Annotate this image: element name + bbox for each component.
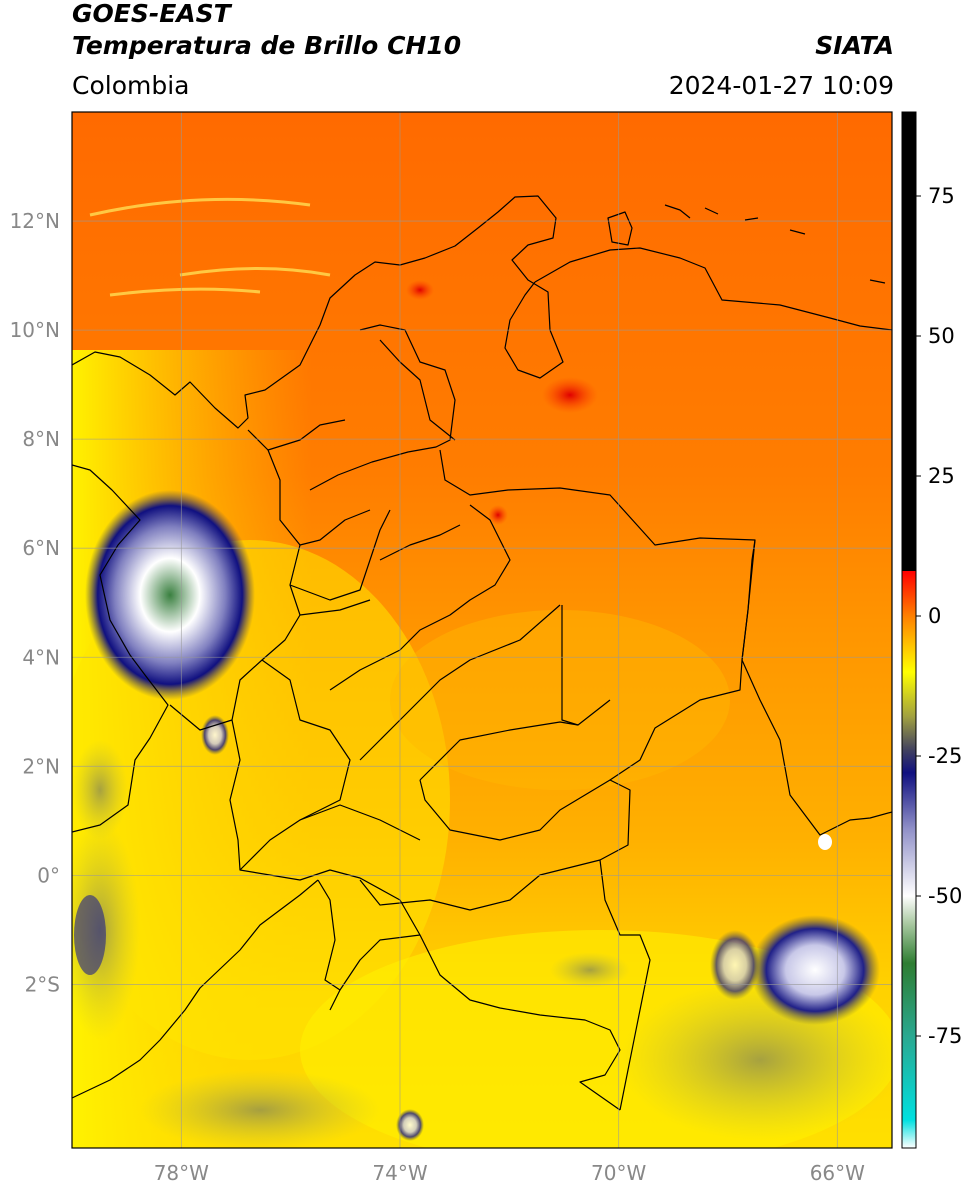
lat-tick-label: 8°N [22, 427, 60, 451]
colorbar-ramp [901, 111, 917, 1149]
agency-label: SIATA [815, 31, 894, 60]
lat-tick-label: 2°N [22, 754, 60, 778]
colorbar-tick-label: 50 [928, 324, 955, 348]
colorbar-tick-label: 25 [928, 464, 955, 488]
lat-tick-label: 4°N [22, 645, 60, 669]
lon-tick-label: 70°W [591, 1161, 646, 1185]
colorbar: 75 50 25 0 -25 -50 -75 [901, 111, 962, 1149]
colorbar-tick-label: 0 [928, 604, 941, 628]
colorbar-tick-label: -75 [928, 1024, 962, 1048]
longitude-labels: 78°W 74°W 70°W 66°W [154, 1161, 865, 1185]
colorbar-tick-label: 75 [928, 184, 955, 208]
colorbar-tick-label: -25 [928, 744, 962, 768]
latitude-labels: 12°N 10°N 8°N 6°N 4°N 2°N 0° 2°S [10, 209, 60, 996]
title-satellite: GOES-EAST [72, 0, 231, 28]
lon-tick-label: 66°W [810, 1161, 865, 1185]
satellite-image [72, 112, 892, 1148]
lat-tick-label: 10°N [10, 318, 60, 342]
timestamp-label: 2024-01-27 10:09 [668, 71, 894, 100]
lat-tick-label: 12°N [10, 209, 60, 233]
lat-tick-label: 2°S [25, 972, 60, 996]
gridlines [72, 112, 892, 1148]
lat-tick-label: 6°N [22, 536, 60, 560]
colorbar-tick-label: -50 [928, 884, 962, 908]
lon-tick-label: 78°W [154, 1161, 209, 1185]
title-product: Temperatura de Brillo CH10 [72, 31, 462, 60]
map-frame [71, 111, 893, 1149]
lat-tick-label: 0° [37, 863, 60, 887]
lon-tick-label: 74°W [372, 1161, 427, 1185]
region-label: Colombia [72, 71, 190, 100]
storm-cloud-amazon [750, 915, 880, 1025]
storm-cloud-pacific [85, 490, 255, 700]
